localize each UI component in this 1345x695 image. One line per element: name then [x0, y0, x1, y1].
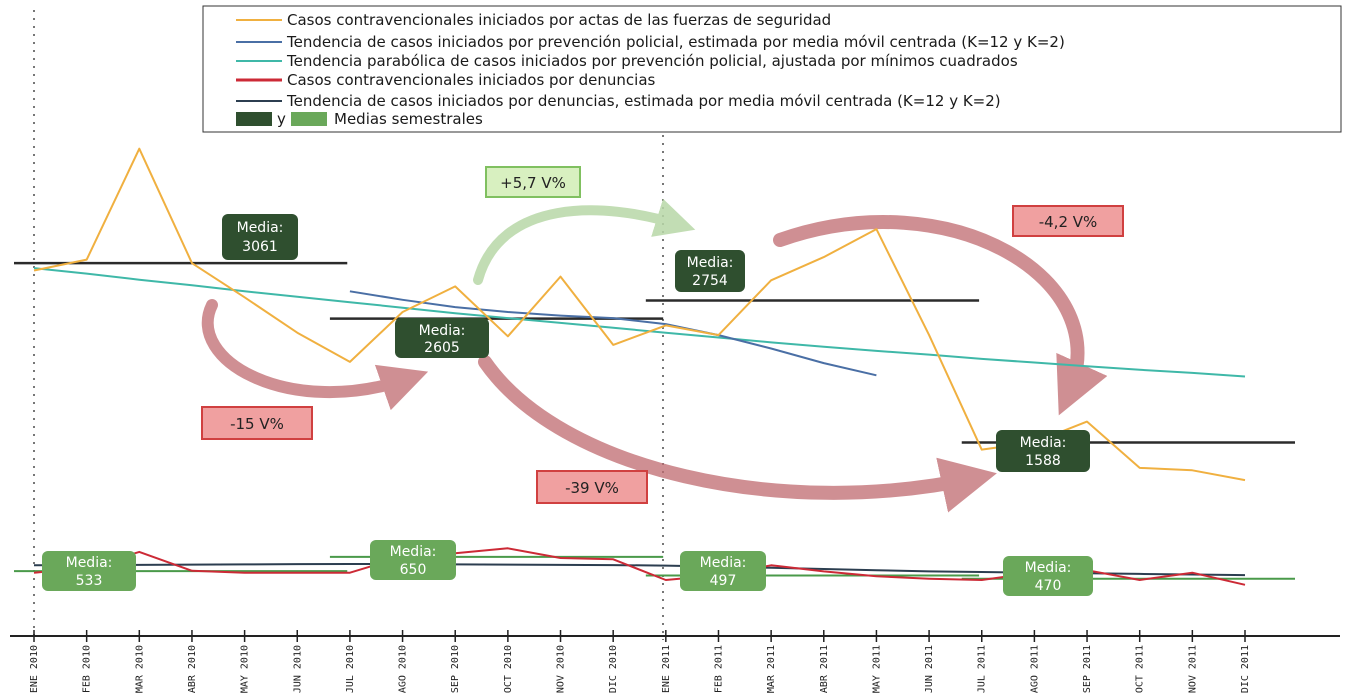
media-label-actas-3: Media: 2754: [675, 250, 745, 292]
x-tick-label: FEB 2010: [82, 645, 93, 693]
x-tick-label: ABR 2011: [819, 645, 830, 693]
legend-item-parabolica: Tendencia parabólica de casos iniciados …: [236, 52, 1018, 70]
legend-item-mm-denuncias: Tendencia de casos iniciados por denunci…: [236, 92, 1001, 110]
x-tick-label: DIC 2011: [1240, 645, 1251, 693]
legend-item-actas: Casos contravencionales iniciados por ac…: [236, 11, 831, 29]
x-tick-label: NOV 2010: [556, 645, 567, 693]
media-box-actas-4: [996, 430, 1090, 472]
x-tick-label: DIC 2010: [608, 645, 619, 693]
variation-box-minus-42: [1012, 205, 1124, 237]
x-tick-label: OCT 2011: [1135, 645, 1146, 693]
x-axis-ticks: ENE 2010 FEB 2010 MAR 2010 ABR 2010 MAY 2010…: [29, 630, 1251, 693]
x-tick-label: JUL 2011: [977, 645, 988, 693]
x-tick-label: MAR 2011: [766, 645, 777, 693]
media-title-denuncias-2: Media:: [390, 544, 437, 560]
x-tick-label: AGO 2011: [1029, 645, 1040, 693]
media-label-denuncias-2: Media: 650: [370, 540, 456, 580]
x-tick-label: MAR 2010: [134, 645, 145, 693]
media-box-denuncias-4: [1003, 556, 1093, 596]
legend-label-mm-denuncias: Tendencia de casos iniciados por denunci…: [286, 92, 1001, 110]
media-box-actas-1: [222, 214, 298, 260]
x-tick-label: SEP 2010: [450, 645, 461, 693]
media-box-denuncias-1: [42, 551, 136, 591]
media-value-actas-2: 2605: [424, 340, 460, 356]
arrow-minus-15: [201, 299, 429, 411]
x-axis: ENE 2010 FEB 2010 MAR 2010 ABR 2010 MAY 2010…: [10, 630, 1340, 693]
legend-label-parabolica: Tendencia parabólica de casos iniciados …: [286, 52, 1018, 70]
media-label-actas-2: Media: 2605: [395, 318, 489, 358]
media-box-denuncias-3: [680, 551, 766, 591]
media-label-denuncias-4: Media: 470: [1003, 556, 1093, 596]
x-tick-label: JUN 2011: [924, 645, 935, 693]
series-parabolica: [33, 267, 1246, 378]
x-tick-label: MAY 2010: [240, 645, 251, 693]
media-box-denuncias-2: [370, 540, 456, 580]
media-title-denuncias-4: Media:: [1025, 560, 1072, 576]
legend: Casos contravencionales iniciados por ac…: [202, 5, 1342, 133]
variation-box-minus-39: [536, 470, 648, 504]
media-box-actas-3: [675, 250, 745, 292]
variation-text-minus-15: -15 V%: [230, 415, 284, 433]
media-label-denuncias-1: Media: 533: [42, 551, 136, 591]
legend-label-medias: Medias semestrales: [334, 110, 483, 128]
media-title-actas-3: Media:: [687, 255, 734, 271]
variation-minus-15: -15 V%: [201, 406, 313, 440]
media-value-denuncias-4: 470: [1035, 578, 1062, 594]
legend-item-denuncias: Casos contravencionales iniciados por de…: [236, 71, 656, 89]
media-value-actas-4: 1588: [1025, 453, 1061, 469]
legend-swatch-dark-green: [236, 112, 272, 126]
legend-label-mm-prevencion: Tendencia de casos iniciados por prevenc…: [286, 33, 1065, 51]
x-tick-label: JUL 2010: [345, 645, 356, 693]
media-value-denuncias-2: 650: [400, 562, 427, 578]
variation-minus-42: -4,2 V%: [1012, 205, 1124, 237]
variation-plus-57: +5,7 V%: [485, 166, 581, 198]
variation-minus-39: -39 V%: [536, 470, 648, 504]
arrow-plus-57: [473, 198, 696, 285]
legend-label-y: y: [277, 110, 286, 128]
variation-arrows: [201, 198, 1108, 513]
legend-box: [202, 5, 1342, 133]
legend-item-medias: y Medias semestrales: [236, 110, 483, 128]
variation-box-plus-57: [485, 166, 581, 198]
media-title-actas-2: Media:: [419, 323, 466, 339]
series-mm-prevencion: [349, 290, 877, 377]
variation-labels: +5,7 V% -4,2 V% -15 V% -39 V%: [201, 166, 1124, 504]
legend-item-mm-prevencion: Tendencia de casos iniciados por prevenc…: [236, 33, 1065, 51]
x-tick-label: JUN 2010: [292, 645, 303, 693]
media-title-denuncias-1: Media:: [66, 555, 113, 571]
variation-text-minus-42: -4,2 V%: [1039, 213, 1098, 231]
x-tick-label: ENE 2010: [29, 645, 40, 693]
media-title-denuncias-3: Media:: [700, 555, 747, 571]
media-title-actas-1: Media:: [237, 220, 284, 236]
variation-text-plus-57: +5,7 V%: [500, 174, 566, 192]
media-label-denuncias-3: Media: 497: [680, 551, 766, 591]
media-value-denuncias-1: 533: [76, 573, 103, 589]
x-tick-label: AGO 2010: [398, 645, 409, 693]
arrow-minus-39: [478, 355, 997, 513]
x-tick-label: ABR 2010: [187, 645, 198, 693]
x-tick-label: OCT 2010: [503, 645, 514, 693]
media-title-actas-4: Media:: [1020, 435, 1067, 451]
arrow-minus-42: [773, 215, 1108, 416]
media-label-actas-1: Media: 3061: [222, 214, 298, 260]
legend-swatch-light-green: [291, 112, 327, 126]
legend-label-actas: Casos contravencionales iniciados por ac…: [287, 11, 831, 29]
x-tick-label: NOV 2011: [1187, 645, 1198, 693]
variation-text-minus-39: -39 V%: [565, 479, 619, 497]
media-labels: Media: 3061 Media: 2605 Media: 2754 Medi…: [42, 214, 1093, 596]
media-value-denuncias-3: 497: [710, 573, 737, 589]
variation-box-minus-15: [201, 406, 313, 440]
media-label-actas-4: Media: 1588: [996, 430, 1090, 472]
x-tick-label: MAY 2011: [871, 645, 882, 693]
x-tick-label: FEB 2011: [713, 645, 724, 693]
x-tick-label: SEP 2011: [1082, 645, 1093, 693]
legend-label-denuncias: Casos contravencionales iniciados por de…: [287, 71, 656, 89]
x-tick-label: ENE 2011: [661, 645, 672, 693]
media-value-actas-1: 3061: [242, 239, 278, 255]
media-value-actas-3: 2754: [692, 273, 728, 289]
media-box-actas-2: [395, 318, 489, 358]
